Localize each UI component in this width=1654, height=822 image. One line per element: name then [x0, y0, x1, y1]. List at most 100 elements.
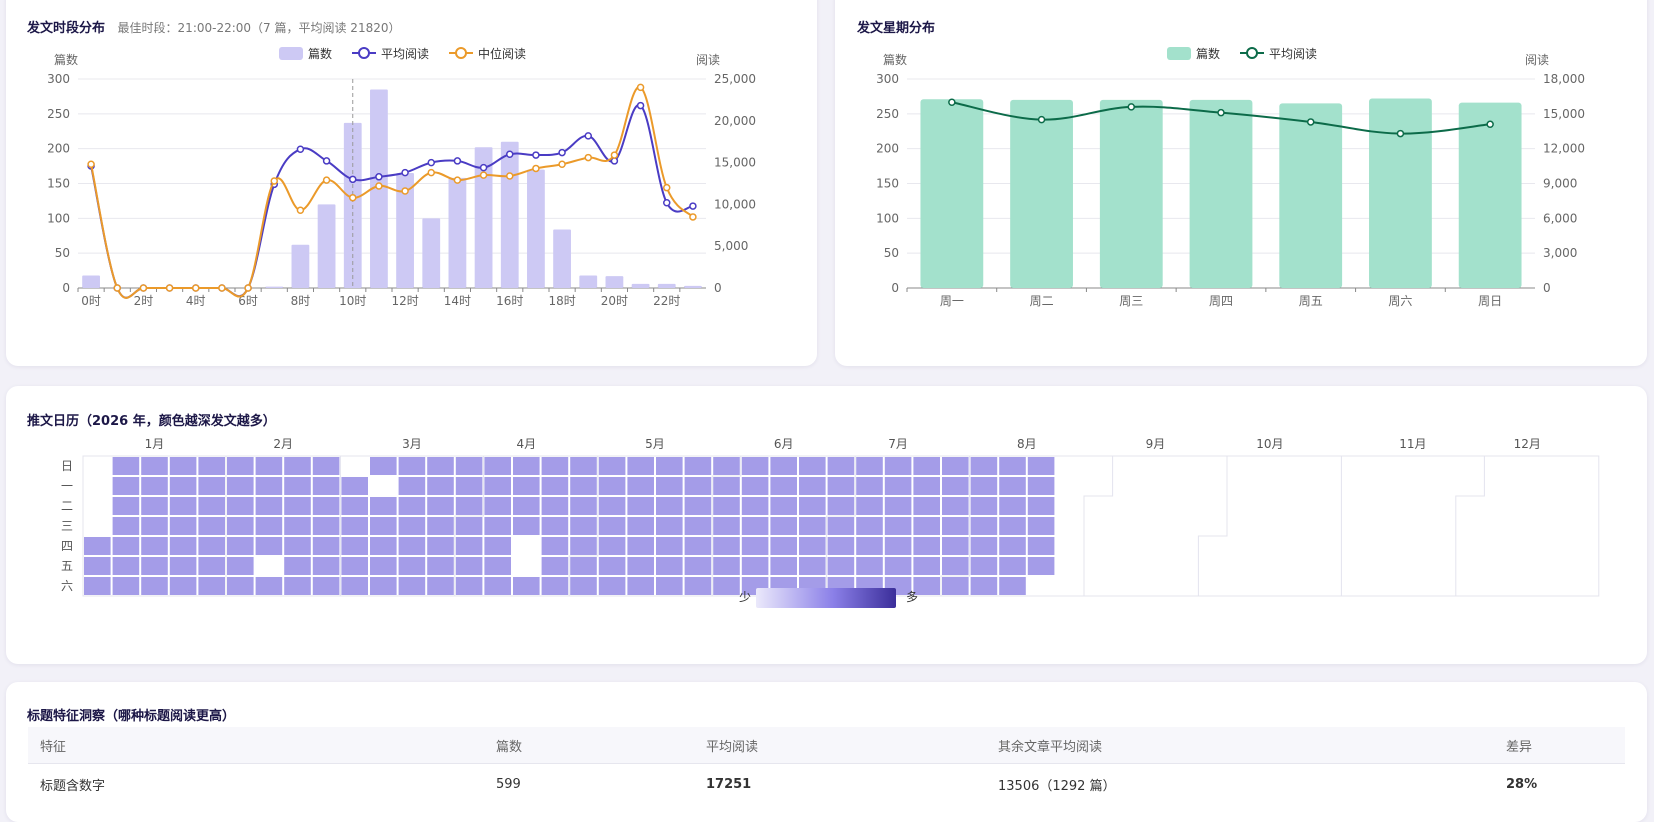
month-boundary [454, 456, 484, 596]
series-point [270, 177, 278, 185]
series-point [401, 187, 409, 195]
calendar-day-cell [311, 456, 341, 476]
weekday-label: 四 [61, 539, 73, 553]
calendar-day-cell [683, 576, 713, 596]
left-axis-title: 篇数 [54, 52, 78, 67]
series-point [192, 284, 200, 292]
calendar-day-cell [1484, 516, 1513, 536]
calendar-day-cell [197, 516, 226, 536]
calendar-day-cell [1313, 536, 1341, 556]
calendar-day-cell [1256, 516, 1284, 536]
calendar-day-cell [397, 476, 427, 496]
calendar-day-cell [340, 536, 369, 556]
calendar-day-cell [1227, 456, 1256, 476]
calendar-day-cell [168, 536, 198, 556]
calendar-day-cell [397, 556, 427, 576]
calendar-day-cell [912, 496, 942, 516]
calendar-day-cell [597, 496, 627, 516]
calendar-day-cell [998, 476, 1027, 496]
series-point [558, 148, 566, 157]
legend-gradient-bar [756, 588, 896, 608]
table-row[interactable]: 标题含数字 599 17251 13506（1292 篇） 28% [28, 764, 1625, 805]
series-point [1217, 108, 1225, 117]
calendar-day-cell [340, 516, 369, 536]
legend-swatch-bar [279, 47, 303, 60]
calendar-day-cell [1227, 536, 1256, 556]
month-boundary [1197, 456, 1228, 596]
calendar-day-cell [712, 456, 741, 476]
calendar-day-cell [1141, 516, 1170, 536]
calendar-day-cell [283, 456, 312, 476]
calendar-day-cell [283, 476, 312, 496]
x-tick-label: 周四 [1209, 294, 1233, 308]
calendar-day-cell [369, 456, 398, 476]
calendar-day-cell [512, 556, 541, 576]
calendar-day-cell [855, 516, 884, 536]
calendar-day-cell [1198, 496, 1227, 516]
calendar-day-cell [941, 576, 970, 596]
y-tick-left: 0 [62, 281, 70, 295]
calendar-day-cell [655, 476, 684, 496]
x-tick-label: 4时 [186, 294, 206, 308]
calendar-day-cell [311, 496, 341, 516]
bar-hour [553, 229, 571, 288]
calendar-day-cell [941, 536, 970, 556]
calendar-day-cell [140, 556, 169, 576]
calendar-day-cell [140, 496, 169, 516]
calendar-day-cell [426, 456, 455, 476]
calendar-day-cell [969, 456, 999, 476]
series-point [584, 153, 592, 162]
y-tick-right: 25,000 [714, 72, 756, 86]
series-point [322, 157, 331, 165]
calendar-day-cell [1513, 536, 1542, 556]
x-tick-label: 22时 [653, 294, 680, 308]
calendar-day-cell [1456, 576, 1484, 596]
calendar-day-cell [798, 556, 827, 576]
calendar-day-cell [683, 496, 713, 516]
calendar-day-cell [769, 456, 799, 476]
calendar-day-cell [140, 476, 169, 496]
x-tick-label: 12时 [391, 294, 418, 308]
calendar-day-cell [540, 556, 570, 576]
x-tick-label: 16时 [496, 294, 523, 308]
x-tick-label: 周六 [1388, 294, 1412, 308]
calendar-day-cell [569, 496, 598, 516]
calendar-day-cell [1370, 496, 1399, 516]
calendar-day-cell [941, 556, 970, 576]
y-tick-left: 150 [876, 177, 899, 191]
calendar-day-cell [454, 476, 484, 496]
calendar-day-cell [1427, 456, 1456, 476]
hour-chart: 篇数 阅读 0 50 100 150 200 250 300 0 5,000 10,000 15,000… [47, 46, 756, 308]
calendar-day-cell [1026, 556, 1056, 576]
calendar-card-title: 推文日历（2026 年，颜色越深发文越多） [27, 410, 276, 429]
bar-hour [657, 283, 676, 288]
calendar-day-cell [769, 476, 799, 496]
calendar-day-cell [1084, 556, 1113, 576]
y-tick-right: 3,000 [1543, 246, 1577, 260]
calendar-day-cell [1141, 476, 1170, 496]
series-point [1037, 115, 1046, 124]
hour-card-title: 发文时段分布 最佳时段：21:00-22:00（7 篇，平均阅读 21820） [27, 17, 400, 36]
calendar-day-cell [712, 516, 741, 536]
week-card-title-text: 发文星期分布 [857, 21, 936, 36]
calendar-day-cell [597, 556, 627, 576]
calendar-day-cell [712, 496, 741, 516]
calendar-day-cell [140, 576, 169, 596]
calendar-day-cell [998, 536, 1027, 556]
calendar-day-cell [597, 516, 627, 536]
calendar-day-cell [1313, 496, 1341, 516]
calendar-day-cell [197, 496, 226, 516]
calendar-day-cell [1113, 576, 1141, 596]
calendar-day-cell [1141, 536, 1170, 556]
calendar-day-cell [1256, 556, 1284, 576]
calendar-day-cell [454, 556, 484, 576]
calendar-day-cell [254, 576, 284, 596]
bar-weekday [1099, 99, 1163, 289]
series-point [532, 151, 540, 159]
calendar-day-cell [597, 476, 627, 496]
calendar-day-cell [226, 496, 255, 516]
calendar-day-cell [1055, 516, 1084, 536]
calendar-day-cell [1284, 556, 1313, 576]
calendar-day-cell [912, 536, 942, 556]
calendar-day-cell [1055, 456, 1084, 476]
